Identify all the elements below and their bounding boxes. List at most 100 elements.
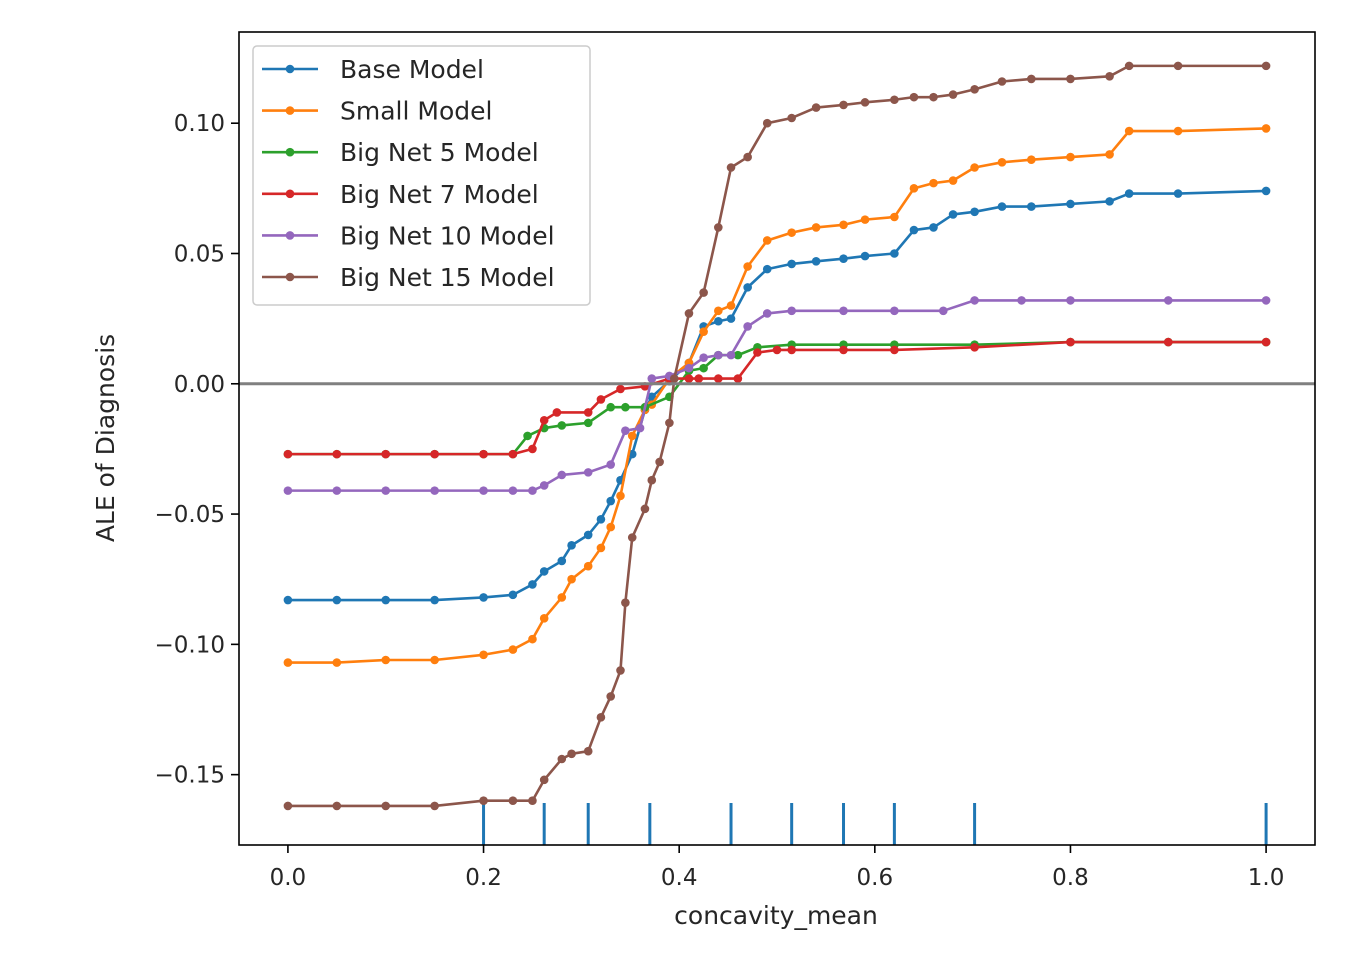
data-point	[479, 650, 488, 660]
data-point	[1261, 124, 1271, 133]
data-point	[1066, 74, 1075, 84]
data-point	[430, 595, 439, 605]
data-point	[839, 306, 848, 316]
data-point	[479, 796, 488, 806]
data-point	[890, 345, 899, 355]
data-point	[479, 449, 488, 459]
y-tick-label: −0.05	[155, 502, 225, 528]
data-point	[606, 692, 616, 701]
data-point	[539, 567, 549, 576]
plot-area	[283, 61, 1271, 845]
data-point	[860, 251, 870, 261]
data-point	[1027, 155, 1036, 164]
data-point	[684, 363, 694, 373]
data-point	[787, 306, 796, 316]
legend-entry: Big Net 10 Model	[262, 221, 555, 250]
data-point	[332, 486, 342, 495]
data-point	[1163, 296, 1173, 305]
data-point	[762, 309, 772, 318]
data-point	[557, 556, 567, 566]
data-point	[528, 580, 537, 589]
data-point	[596, 395, 606, 404]
data-point	[539, 481, 549, 490]
data-point	[557, 593, 567, 602]
x-axis-label: concavity_mean	[674, 901, 878, 930]
x-tick-label: 0.6	[857, 865, 894, 891]
y-tick-label: 0.00	[174, 372, 225, 398]
data-point	[753, 348, 762, 357]
legend-label: Big Net 10 Model	[340, 221, 555, 250]
data-point	[1066, 296, 1075, 305]
data-point	[890, 249, 899, 258]
data-point	[332, 595, 342, 605]
data-point	[909, 184, 919, 193]
data-point	[430, 449, 439, 459]
data-point	[726, 301, 736, 310]
data-point	[1027, 202, 1036, 211]
series-5	[283, 296, 1271, 495]
data-point	[528, 634, 537, 644]
data-point	[929, 178, 938, 188]
data-point	[1017, 296, 1026, 305]
legend-swatch-marker	[285, 231, 295, 240]
y-tick-label: −0.15	[155, 763, 225, 789]
x-axis-ticks: 0.0 0.2 0.4 0.6 0.8 1.0	[270, 845, 1284, 891]
data-point	[811, 223, 821, 232]
data-point	[948, 176, 958, 185]
data-point	[1261, 61, 1271, 71]
data-point	[762, 118, 772, 128]
data-point	[1066, 199, 1075, 209]
legend-entry: Big Net 5 Model	[262, 138, 539, 167]
data-point	[699, 363, 708, 373]
data-point	[970, 342, 979, 352]
series-line	[287, 127, 1267, 664]
data-point	[1163, 337, 1173, 347]
data-point	[616, 384, 625, 394]
data-point	[528, 444, 537, 454]
data-point	[647, 475, 657, 485]
data-point	[1261, 186, 1271, 196]
legend-label: Base Model	[340, 55, 484, 84]
x-tick-label: 0.4	[661, 865, 698, 891]
data-point	[596, 713, 606, 722]
data-point	[839, 100, 848, 110]
data-point	[583, 530, 593, 540]
legend-label: Big Net 7 Model	[340, 180, 539, 209]
data-point	[1105, 71, 1114, 81]
legend-entry: Big Net 7 Model	[262, 180, 539, 209]
x-tick-label: 0.2	[465, 865, 502, 891]
data-point	[567, 574, 576, 584]
data-point	[743, 322, 752, 331]
y-axis-ticks: −0.15 −0.10 −0.05 0.00 0.05 0.10	[155, 111, 239, 789]
legend-label: Small Model	[340, 97, 492, 126]
data-point	[508, 590, 518, 600]
x-tick-label: 0.0	[270, 865, 307, 891]
legend-swatch-marker	[285, 272, 295, 282]
data-point	[839, 220, 848, 230]
data-point	[283, 595, 293, 605]
data-point	[508, 796, 518, 806]
data-point	[1105, 150, 1114, 159]
data-point	[1173, 126, 1183, 136]
axes-frame	[238, 31, 1316, 846]
data-point	[762, 236, 772, 245]
data-point	[1027, 74, 1036, 84]
data-point	[640, 504, 650, 514]
data-point	[1066, 152, 1075, 162]
data-point	[557, 421, 567, 430]
data-point	[909, 225, 919, 235]
data-point	[381, 801, 391, 811]
y-tick-label: 0.10	[174, 111, 225, 137]
data-point	[787, 345, 796, 355]
data-point	[567, 541, 576, 550]
data-point	[726, 314, 736, 323]
data-point	[726, 350, 736, 360]
data-point	[583, 746, 593, 756]
data-point	[381, 595, 391, 605]
data-point	[635, 423, 645, 433]
data-point	[669, 374, 679, 383]
data-point	[606, 402, 616, 412]
data-point	[655, 457, 664, 467]
data-point	[583, 418, 593, 428]
